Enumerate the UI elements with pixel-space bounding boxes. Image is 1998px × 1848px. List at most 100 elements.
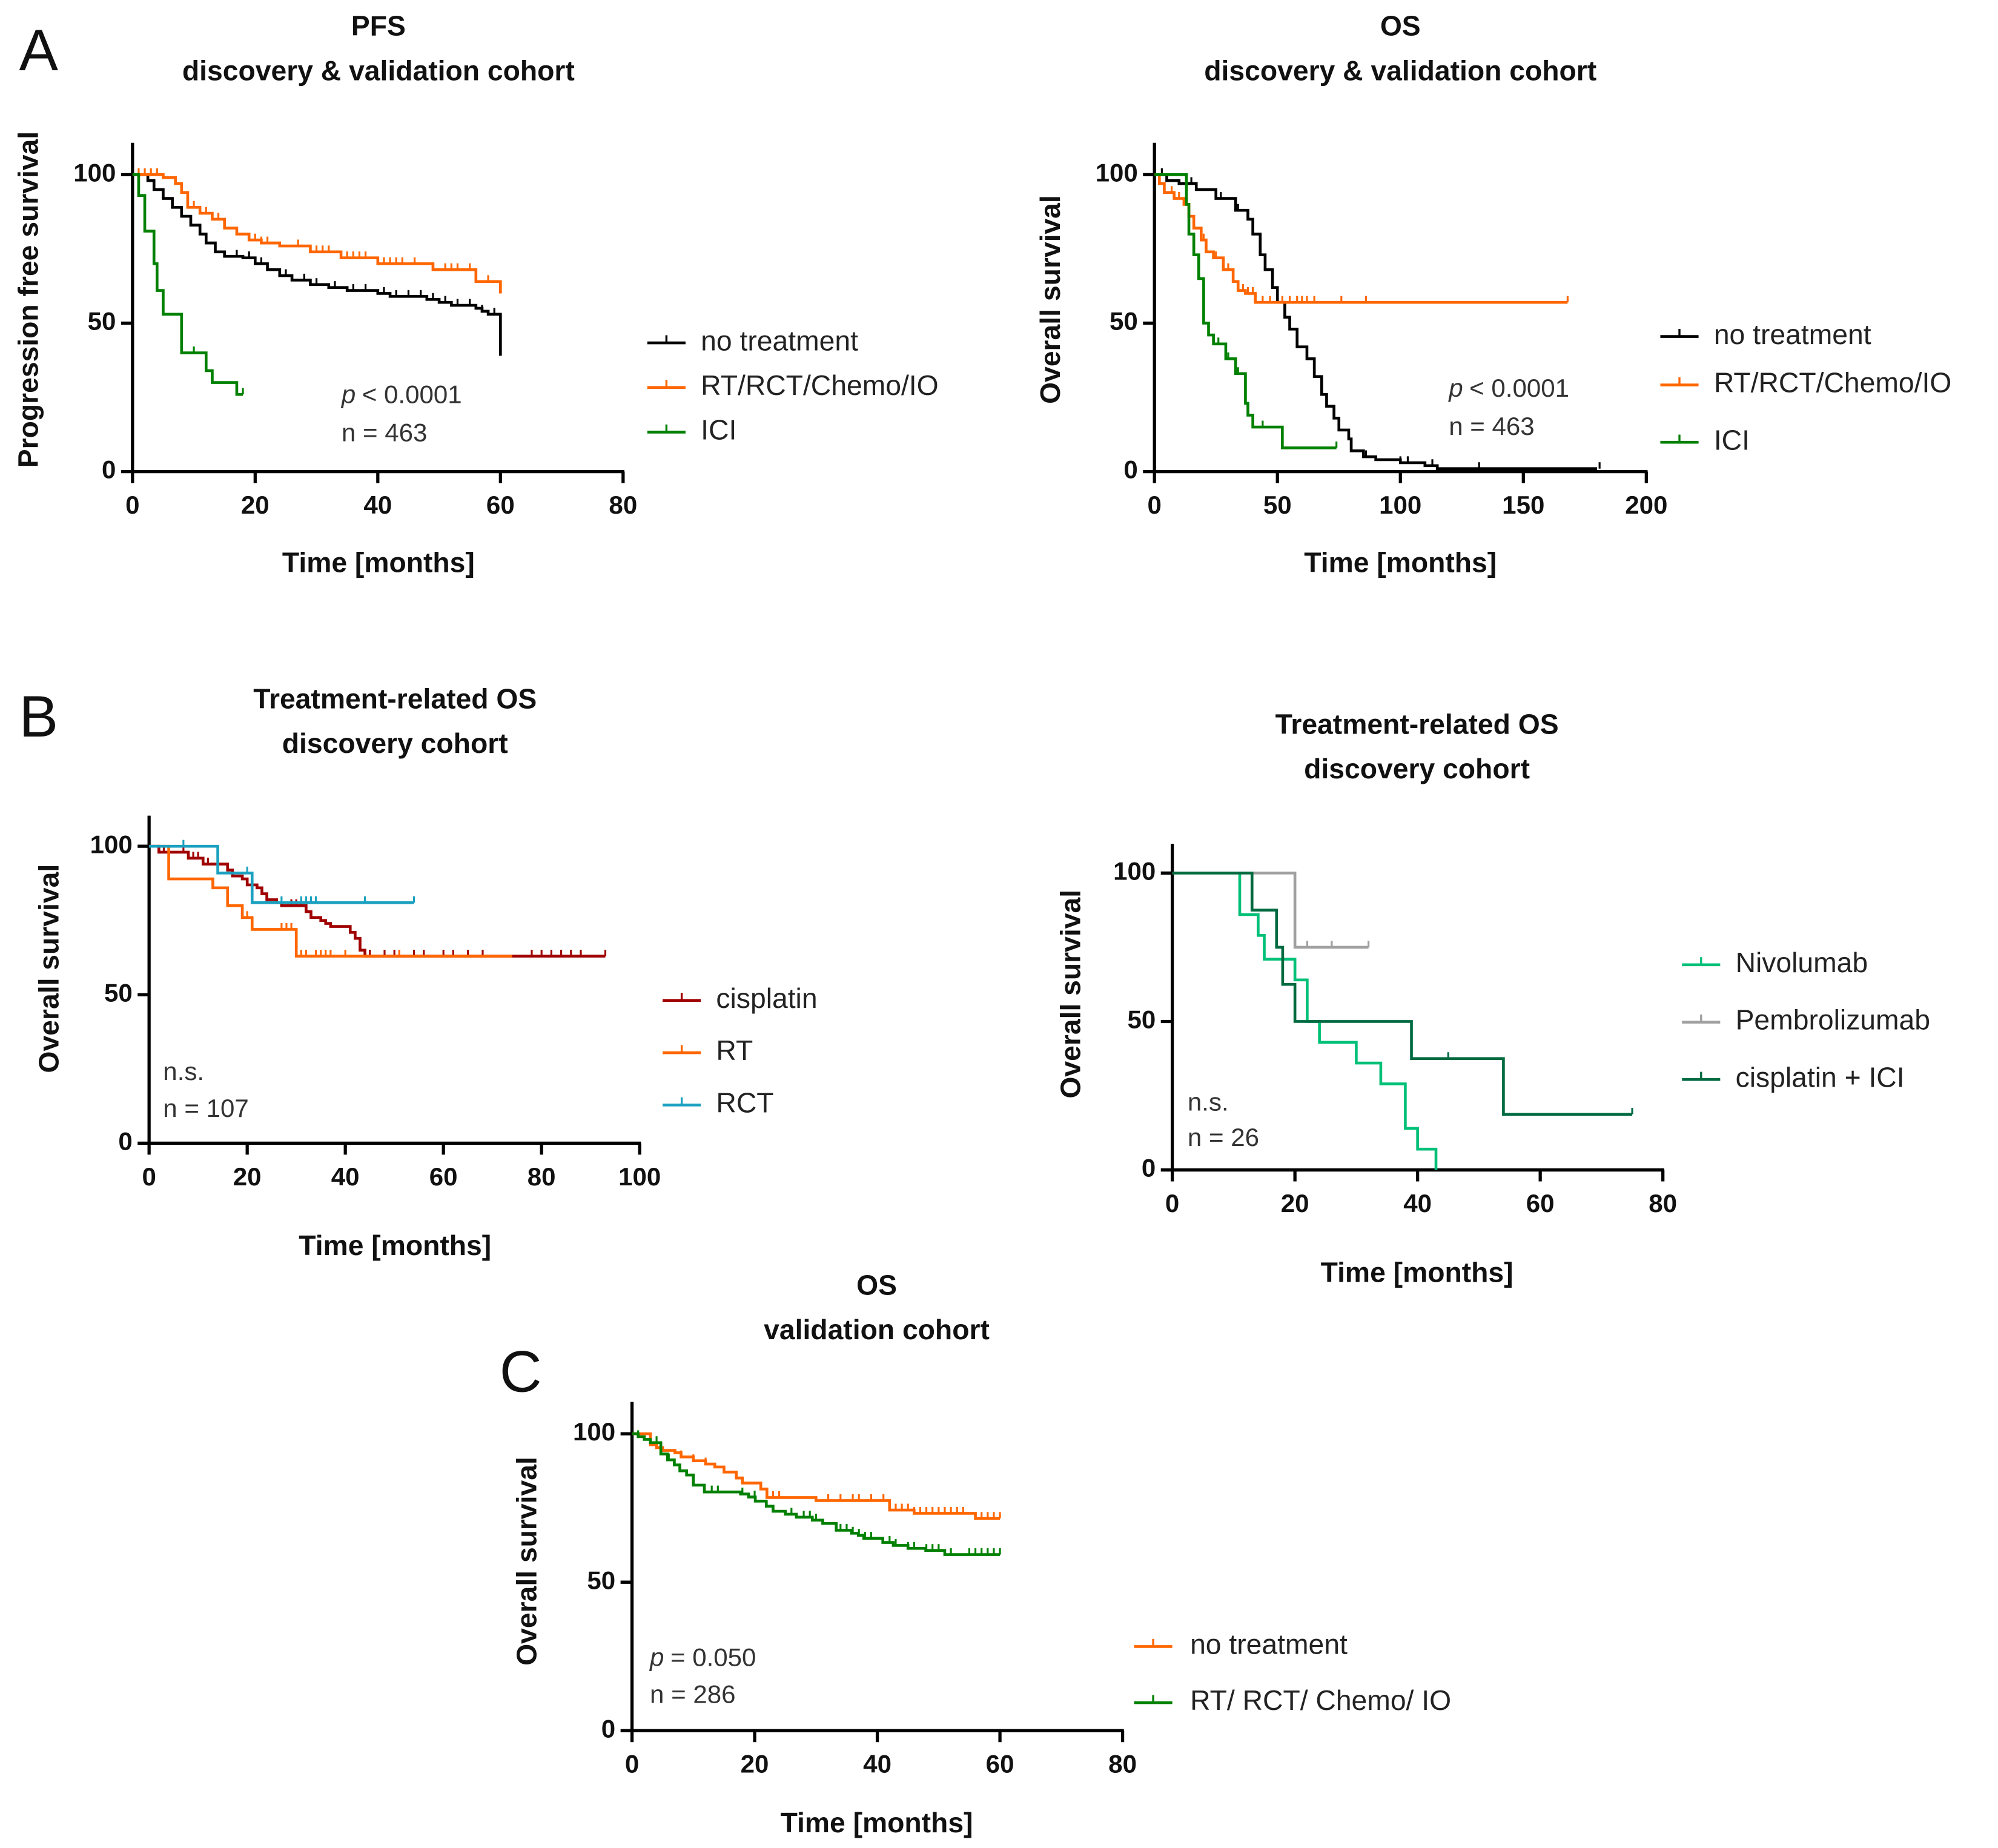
x-tick-label: 50 — [1263, 491, 1292, 519]
survival-curve-1 — [1154, 173, 1598, 471]
x-tick-label: 20 — [241, 491, 270, 519]
survival-curve-2 — [149, 844, 512, 958]
chart-title: OS — [1380, 10, 1421, 42]
legend-label: Pembrolizumab — [1736, 1004, 1930, 1036]
sample-size: n = 463 — [342, 419, 428, 447]
x-tick-label: 60 — [1526, 1189, 1555, 1217]
x-tick-label: 80 — [609, 491, 637, 519]
significance-annotation: n.s. — [163, 1057, 204, 1085]
legend-label: cisplatin + ICI — [1736, 1061, 1905, 1093]
y-tick-label: 0 — [1142, 1154, 1156, 1182]
x-tick-label: 60 — [429, 1162, 458, 1191]
y-axis-label: Overall survival — [33, 864, 64, 1073]
x-axis-label: Time [months] — [1304, 546, 1497, 578]
survival-curve-2 — [632, 1432, 1001, 1556]
x-tick-label: 40 — [863, 1750, 891, 1778]
x-axis-label: Time [months] — [1321, 1256, 1513, 1288]
y-tick-label: 0 — [118, 1127, 132, 1155]
significance-annotation: n.s. — [1188, 1087, 1229, 1116]
x-tick-label: 20 — [233, 1162, 262, 1191]
chart-title: Treatment-related OS — [1275, 709, 1559, 740]
km-chart-1: PFS discovery & validation cohort 0 50 100 0 2… — [13, 10, 939, 578]
x-tick-label: 0 — [1165, 1189, 1179, 1217]
km-chart-3: Treatment-related OS discovery cohort 0 50 1… — [33, 683, 817, 1262]
y-tick-label: 0 — [102, 455, 116, 484]
km-chart-5: OS validation cohort 0 50 100 0 20 40 60 80 Time [… — [511, 1269, 1451, 1838]
x-axis-label: Time [months] — [781, 1807, 973, 1838]
sample-size: n = 26 — [1188, 1123, 1259, 1151]
legend-label: ICI — [1714, 424, 1750, 455]
p-value-text: < 0.0001 — [1469, 374, 1569, 402]
legend-label: no treatment — [1190, 1629, 1348, 1660]
survival-curve-2 — [132, 173, 502, 294]
chart-title: validation cohort — [764, 1314, 990, 1345]
y-tick-label: 100 — [1113, 856, 1156, 885]
x-tick-label: 40 — [1403, 1189, 1432, 1217]
legend-label: RT/ RCT/ Chemo/ IO — [1190, 1684, 1451, 1716]
x-tick-label: 0 — [625, 1750, 639, 1778]
y-tick-label: 0 — [1123, 455, 1137, 484]
survival-curve-1 — [132, 173, 502, 356]
chart-title: Treatment-related OS — [253, 683, 537, 715]
legend-label: cisplatin — [716, 982, 817, 1014]
panel-letter: C — [500, 1339, 542, 1405]
sample-size: n = 286 — [650, 1680, 736, 1709]
p-value: p < 0.0001 — [1447, 374, 1569, 402]
y-tick-label: 50 — [587, 1566, 615, 1594]
legend-label: RT/RCT/Chemo/IO — [701, 369, 938, 401]
x-tick-label: 20 — [741, 1750, 769, 1778]
legend-label: RCT — [716, 1087, 773, 1118]
chart-title: PFS — [351, 10, 406, 42]
x-tick-label: 100 — [618, 1162, 661, 1191]
y-tick-label: 50 — [1110, 307, 1138, 336]
chart-title: OS — [856, 1269, 897, 1300]
p-label: p — [340, 380, 356, 409]
legend-label: RT/RCT/Chemo/IO — [1714, 367, 1951, 399]
km-chart-2: OS discovery & validation cohort 0 50 100 0 50… — [1034, 10, 1951, 578]
x-tick-label: 150 — [1502, 491, 1544, 519]
y-axis-label: Overall survival — [1034, 195, 1066, 404]
x-tick-label: 20 — [1281, 1189, 1309, 1217]
p-value: p = 0.050 — [649, 1643, 756, 1672]
x-tick-label: 80 — [1649, 1189, 1677, 1217]
legend-label: RT — [716, 1035, 753, 1066]
y-tick-label: 100 — [1096, 158, 1138, 187]
legend-label: no treatment — [701, 325, 858, 356]
p-value: p < 0.0001 — [340, 380, 462, 409]
x-axis-label: Time [months] — [282, 546, 475, 578]
y-tick-label: 50 — [1127, 1005, 1156, 1034]
y-axis-label: Overall survival — [1055, 890, 1087, 1099]
x-tick-label: 0 — [142, 1162, 156, 1191]
p-label: p — [649, 1643, 664, 1672]
p-value-text: < 0.0001 — [362, 380, 462, 409]
x-tick-label: 100 — [1379, 491, 1421, 519]
x-tick-label: 0 — [125, 491, 139, 519]
survival-curve-1 — [632, 1432, 1001, 1520]
chart-title: discovery cohort — [1304, 753, 1530, 784]
y-axis-label: Overall survival — [511, 1457, 542, 1666]
survival-curve-3 — [1172, 872, 1633, 1116]
x-tick-label: 80 — [528, 1162, 556, 1191]
km-chart-4: Treatment-related OS discovery cohort 0 50 1… — [1055, 709, 1930, 1288]
survival-curve-3 — [149, 844, 414, 904]
p-value-text: = 0.050 — [670, 1643, 756, 1672]
x-tick-label: 60 — [986, 1750, 1014, 1778]
x-tick-label: 80 — [1108, 1750, 1137, 1778]
x-tick-label: 40 — [331, 1162, 360, 1191]
sample-size: n = 463 — [1449, 412, 1535, 440]
x-tick-label: 0 — [1147, 491, 1161, 519]
y-tick-label: 100 — [90, 830, 133, 858]
y-tick-label: 50 — [104, 978, 133, 1007]
survival-curve-3 — [132, 173, 243, 396]
chart-title: discovery cohort — [282, 727, 508, 759]
y-tick-label: 100 — [73, 158, 116, 187]
panel-letter: A — [19, 17, 59, 83]
survival-curve-3 — [1154, 173, 1337, 449]
chart-title: discovery & validation cohort — [182, 55, 575, 86]
p-label: p — [1447, 374, 1463, 402]
panel-letter: B — [19, 683, 59, 749]
legend-label: no treatment — [1714, 319, 1871, 350]
chart-title: discovery & validation cohort — [1204, 55, 1596, 86]
sample-size: n = 107 — [163, 1094, 249, 1122]
